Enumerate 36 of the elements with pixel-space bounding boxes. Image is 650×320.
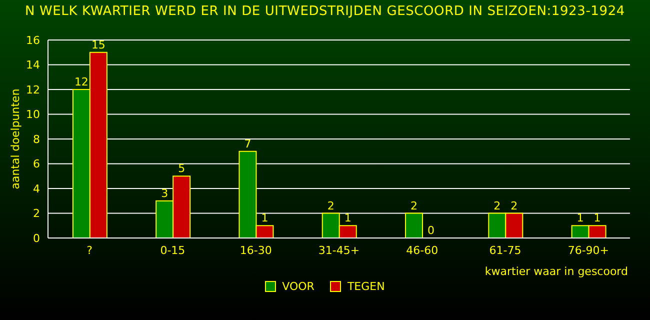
data-label: 5 <box>178 162 186 176</box>
data-label: 2 <box>410 199 418 212</box>
data-label: 2 <box>327 199 334 212</box>
data-label: 1 <box>576 212 584 225</box>
bar <box>405 212 424 238</box>
data-label: 1 <box>594 212 601 225</box>
y-tick-label: 2 <box>33 207 40 220</box>
y-tick-label: 4 <box>33 182 40 196</box>
y-tick-label: 0 <box>33 232 40 245</box>
data-label: 2 <box>494 199 501 212</box>
x-tick-label: 61-75 <box>489 244 522 257</box>
x-tick-label: 31-45+ <box>318 244 360 257</box>
data-label: 12 <box>74 76 88 88</box>
y-tick-label: 8 <box>33 132 40 146</box>
data-label: 7 <box>244 137 252 150</box>
data-label: 1 <box>261 212 268 225</box>
data-label: 3 <box>161 186 168 200</box>
data-label: 15 <box>91 38 106 52</box>
x-tick-label: 0-15 <box>160 244 186 257</box>
legend-label: TEGEN <box>347 280 385 293</box>
y-tick-label: 14 <box>26 58 40 72</box>
x-tick-label: 16-30 <box>240 244 272 257</box>
legend-label: VOOR <box>282 280 314 293</box>
x-tick-label: 46-60 <box>406 244 438 257</box>
data-label: 0 <box>428 224 435 237</box>
y-tick-label: 10 <box>26 108 40 122</box>
data-label: 2 <box>510 199 518 212</box>
y-axis-title: aantal doelpunten <box>8 88 22 190</box>
y-tick-label: 6 <box>33 158 40 171</box>
x-tick-label: 76-90+ <box>568 244 610 257</box>
x-tick-label: ? <box>86 244 93 257</box>
y-tick-label: 16 <box>26 34 40 47</box>
chart-title: N WELK KWARTIER WERD ER IN DE UITWEDSTRIJDEN GESCOORD IN SEIZOEN:1923-1924 <box>24 4 626 19</box>
data-label: 1 <box>344 212 352 225</box>
x-axis-title: kwartier waar in gescoord <box>484 265 628 278</box>
y-tick-label: 12 <box>26 83 40 96</box>
